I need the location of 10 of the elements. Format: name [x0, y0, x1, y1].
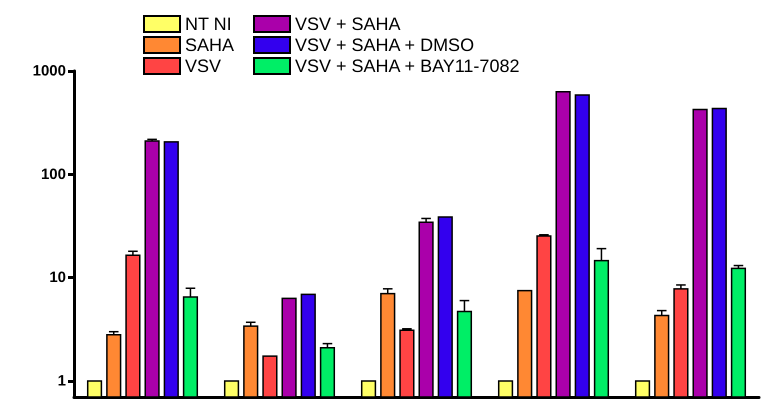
legend-label: VSV + SAHA [295, 14, 401, 34]
legend-label: VSV [185, 56, 222, 76]
legend-label: VSV + SAHA + DMSO [295, 35, 474, 55]
y-tick-label: 10 [49, 269, 66, 286]
legend-label: NT NI [185, 14, 232, 34]
y-tick-label: 100 [40, 166, 66, 183]
y-tick-label: 1 [58, 372, 66, 390]
y-tick-label: 1000 [32, 62, 66, 80]
legend-label: SAHA [185, 35, 234, 55]
legend-label: VSV + SAHA + BAY11-7082 [295, 56, 520, 76]
